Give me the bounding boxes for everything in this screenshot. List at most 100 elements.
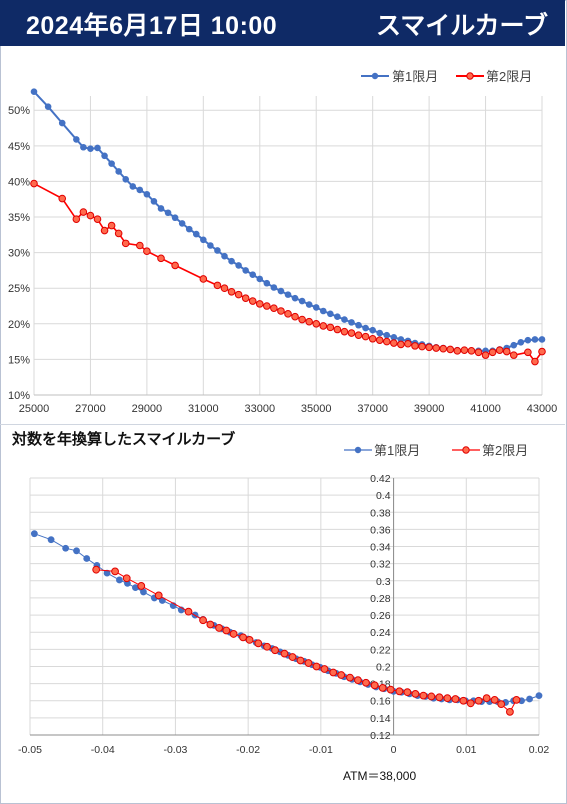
chart1-y-tick-label: 35% — [8, 212, 30, 224]
chart2-y-tick-label: 0.22 — [370, 644, 391, 656]
chart1-point-series1 — [115, 168, 122, 175]
chart1-point-series2 — [340, 327, 349, 336]
chart1-point-series1 — [235, 262, 242, 269]
chart1-y-tick-label: 45% — [8, 141, 30, 153]
chart1-point-series1 — [334, 313, 341, 320]
chart2-point-series2 — [271, 646, 279, 655]
chart1-point-series2 — [255, 300, 264, 308]
chart1-y-axis: 10% 15% 20% 25% 30% 35% 40% 45% 50% — [8, 105, 30, 402]
chart1-point-series1 — [157, 205, 165, 212]
chart2-y-tick-label: 0.38 — [370, 507, 391, 519]
chart1-point-series1 — [327, 310, 334, 318]
chart2-y-tick-label: 0.12 — [370, 730, 391, 742]
chart1-point-series2 — [467, 347, 476, 355]
chart2-point-series2 — [320, 665, 329, 673]
chart1-point-series2 — [439, 344, 448, 353]
chart2-point-series1 — [116, 576, 123, 584]
chart2-y-tick-label: 0.3 — [376, 576, 391, 588]
chart1-point-series2 — [375, 336, 384, 344]
chart2-x-tick-label: 0.02 — [529, 744, 550, 756]
chart2-series-line-1 — [34, 533, 540, 703]
chart2-point-series2 — [222, 626, 231, 635]
chart1-point-series2 — [234, 290, 243, 299]
chart2-y-tick-label: 0.42 — [370, 473, 391, 485]
chart1-x-tick-label: 33000 — [244, 403, 275, 415]
chart1-point-series2 — [72, 215, 81, 223]
chart1-point-series2 — [460, 346, 469, 354]
chart2-point-series1 — [526, 695, 533, 703]
chart1-y-tick-label: 30% — [8, 248, 30, 260]
chart1-point-series2 — [361, 332, 370, 341]
chart1-point-series2 — [446, 345, 455, 354]
chart1-point-series2 — [312, 320, 321, 328]
chart2-point-series2 — [386, 685, 395, 694]
chart2-y-tick-label: 0.16 — [370, 696, 391, 708]
chart1-plot-area — [30, 88, 546, 366]
chart1-point-series1 — [228, 257, 235, 265]
chart1-point-series2 — [354, 331, 363, 340]
chart1-point-series2 — [241, 294, 250, 302]
chart2-point-series2 — [215, 624, 223, 632]
chart2-point-series2 — [443, 694, 452, 703]
chart1-point-series2 — [502, 347, 511, 356]
chart2-y-tick-label: 0.34 — [370, 542, 391, 554]
chart1-x-tick-label: 27000 — [75, 403, 106, 415]
chart2-point-series1 — [140, 588, 147, 596]
chart1-point-series1 — [207, 242, 214, 249]
chart1-point-series2 — [93, 215, 102, 223]
chart1-point-series1 — [277, 287, 285, 295]
chart2-legend-series1: 第1限月 — [374, 443, 420, 458]
chart1-x-tick-label: 37000 — [357, 403, 388, 415]
chart2-point-series1 — [73, 547, 80, 555]
chart2-point-series1 — [132, 584, 139, 592]
chart1-point-series1 — [362, 324, 369, 332]
chart1-point-series2 — [248, 297, 257, 305]
chart2-point-series2 — [263, 642, 271, 651]
chart1-series-line-2 — [33, 182, 543, 363]
chart2-x-tick-label: -0.04 — [91, 744, 115, 756]
chart2-series-line-2 — [96, 569, 517, 713]
chart1-point-series1 — [348, 319, 355, 326]
chart2-point-series2 — [346, 673, 354, 682]
chart1-x-tick-label: 41000 — [470, 403, 501, 415]
legend2-marker-series2 — [462, 446, 470, 454]
chart1-point-series1 — [171, 214, 179, 222]
chart1-point-series2 — [319, 322, 328, 330]
chart1-x-axis: 25000 27000 29000 31000 33000 35000 37000 39000… — [19, 403, 558, 415]
chart1-point-series1 — [291, 294, 299, 302]
chart1-point-series1 — [73, 136, 80, 143]
chart2-point-series2 — [459, 696, 468, 705]
chart2-point-series1 — [30, 530, 38, 538]
chart1-point-series1 — [87, 145, 94, 152]
chart1-point-series1 — [256, 275, 264, 283]
chart1-y-tick-label: 15% — [8, 354, 30, 366]
smile-curve-chart: 10% 15% 20% 25% 30% 35% 40% 45% 50% 25000 27000 29… — [8, 69, 558, 415]
chart1-point-series2 — [397, 340, 405, 349]
chart2-point-series2 — [466, 699, 475, 708]
chart1-point-series1 — [270, 284, 278, 291]
chart1-legend-series1: 第1限月 — [392, 69, 438, 84]
chart1-point-series1 — [249, 271, 257, 278]
chart1-point-series2 — [107, 221, 116, 230]
chart2-point-series2 — [280, 649, 289, 658]
chart2-point-series2 — [312, 662, 321, 671]
chart2-legend-series2: 第2限月 — [482, 443, 528, 458]
chart1-point-series1 — [108, 160, 115, 167]
chart1-point-series1 — [143, 190, 151, 198]
chart1-point-series1 — [538, 336, 546, 343]
chart1-point-series1 — [298, 297, 306, 305]
chart1-point-series2 — [298, 315, 306, 324]
chart1-x-tick-label: 25000 — [19, 403, 50, 415]
chart2-legend: 第1限月 第2限月 — [344, 443, 528, 458]
chart2-point-series2 — [206, 620, 215, 629]
chart2-point-series2 — [154, 591, 163, 600]
chart2-point-series2 — [474, 696, 483, 705]
chart1-point-series2 — [333, 325, 342, 334]
chart1-point-series1 — [94, 144, 101, 152]
log-smile-curve-chart: 0.120.140.160.180.20.220.240.260.280.30.… — [18, 443, 550, 756]
chart2-grid — [29, 477, 540, 736]
chart2-point-series2 — [362, 678, 370, 687]
chart1-point-series1 — [305, 301, 313, 308]
chart1-point-series2 — [453, 347, 462, 355]
chart2-point-series2 — [482, 694, 491, 703]
